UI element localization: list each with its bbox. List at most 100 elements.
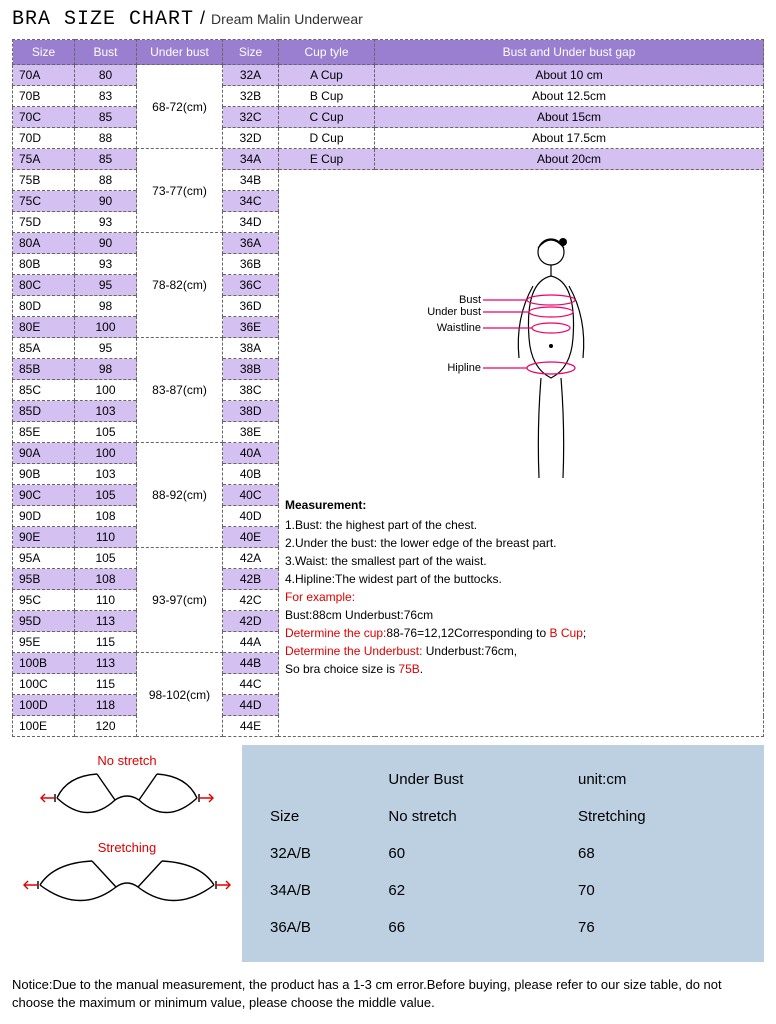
stretch-cell: 36A/B (262, 909, 380, 946)
cell-size2: 40E (223, 527, 279, 548)
stretch-cell: 70 (570, 872, 744, 909)
stretch-cell: 68 (570, 835, 744, 872)
stretch-cell: 62 (380, 872, 570, 909)
cell-bust: 105 (75, 485, 137, 506)
cell-size2: 32D (223, 128, 279, 149)
col-under: Under bust (137, 40, 223, 65)
main-table-wrap: Size Bust Under bust Size Cup tyle Bust … (0, 39, 776, 745)
cell-size2: 36A (223, 233, 279, 254)
cell-bust: 85 (75, 149, 137, 170)
cell-bust: 88 (75, 128, 137, 149)
cell-bust: 100 (75, 317, 137, 338)
table-row: 70B8332BB CupAbout 12.5cm (13, 86, 764, 107)
cell-size: 90D (13, 506, 75, 527)
no-stretch-block: No stretch (16, 753, 238, 834)
h-unit: unit:cm (570, 761, 744, 798)
cell-size: 80D (13, 296, 75, 317)
cell-bust: 83 (75, 86, 137, 107)
cell-size: 80C (13, 275, 75, 296)
table-row: 70A8068-72(cm)32AA CupAbout 10 cm (13, 65, 764, 86)
cell-size: 75D (13, 212, 75, 233)
cell-size: 95A (13, 548, 75, 569)
cell-bust: 110 (75, 527, 137, 548)
cell-size2: 42B (223, 569, 279, 590)
cell-size2: 40A (223, 443, 279, 464)
cell-underbust: 93-97(cm) (137, 548, 223, 653)
stretch-header-1: Under Bust unit:cm (262, 761, 744, 798)
cell-size: 100E (13, 716, 75, 737)
cell-size: 85D (13, 401, 75, 422)
cell-size: 80B (13, 254, 75, 275)
cell-size: 85A (13, 338, 75, 359)
cell-size2: 34A (223, 149, 279, 170)
cell-bust: 90 (75, 233, 137, 254)
stretch-table: Under Bust unit:cm Size No stretch Stret… (242, 745, 764, 962)
cell-size: 95E (13, 632, 75, 653)
cell-size: 70A (13, 65, 75, 86)
svg-text:Bust: Bust (459, 294, 481, 306)
cell-size2: 44C (223, 674, 279, 695)
cell-size: 85B (13, 359, 75, 380)
cell-size: 90E (13, 527, 75, 548)
cell-bust: 90 (75, 191, 137, 212)
cell-bust: 105 (75, 422, 137, 443)
cell-size2: 38E (223, 422, 279, 443)
h-nostretch: No stretch (380, 798, 570, 835)
stretch-cell: 66 (380, 909, 570, 946)
cell-cup: B Cup (279, 86, 375, 107)
cell-size: 100C (13, 674, 75, 695)
bottom-section: No stretch Stretching (0, 745, 776, 970)
svg-text:Waistline: Waistline (437, 322, 481, 334)
cell-size2: 34C (223, 191, 279, 212)
cell-size: 70C (13, 107, 75, 128)
col-cup: Cup tyle (279, 40, 375, 65)
cell-bust: 100 (75, 380, 137, 401)
stretch-cell: 32A/B (262, 835, 380, 872)
header-row: Size Bust Under bust Size Cup tyle Bust … (13, 40, 764, 65)
cell-underbust: 68-72(cm) (137, 65, 223, 149)
cell-size: 95D (13, 611, 75, 632)
cell-size: 100D (13, 695, 75, 716)
cell-cup: C Cup (279, 107, 375, 128)
cell-underbust: 83-87(cm) (137, 338, 223, 443)
col-gap: Bust and Under bust gap (375, 40, 764, 65)
cell-cup: D Cup (279, 128, 375, 149)
cell-size2: 34D (223, 212, 279, 233)
cell-gap: About 17.5cm (375, 128, 764, 149)
cell-size2: 42A (223, 548, 279, 569)
cell-bust: 108 (75, 569, 137, 590)
stretching-block: Stretching (16, 840, 238, 921)
cell-size2: 38A (223, 338, 279, 359)
no-stretch-label: No stretch (16, 753, 238, 768)
cell-size2: 44E (223, 716, 279, 737)
cell-size2: 40D (223, 506, 279, 527)
cell-underbust: 88-92(cm) (137, 443, 223, 548)
cell-bust: 118 (75, 695, 137, 716)
cell-bust: 85 (75, 107, 137, 128)
cell-underbust: 98-102(cm) (137, 653, 223, 737)
cell-size2: 40C (223, 485, 279, 506)
cell-bust: 93 (75, 212, 137, 233)
cell-size2: 36C (223, 275, 279, 296)
cell-bust: 88 (75, 170, 137, 191)
col-bust: Bust (75, 40, 137, 65)
stretch-row: 36A/B6676 (262, 909, 744, 946)
cell-size2: 36E (223, 317, 279, 338)
stretch-row: 32A/B6068 (262, 835, 744, 872)
col-size: Size (13, 40, 75, 65)
cell-size2: 38D (223, 401, 279, 422)
size-chart-table: Size Bust Under bust Size Cup tyle Bust … (12, 39, 764, 737)
table-row: 75B8834B Bust Under bust Wai (13, 170, 764, 191)
col-size2: Size (223, 40, 279, 65)
table-row: 75A8573-77(cm)34AE CupAbout 20cm (13, 149, 764, 170)
cell-cup: A Cup (279, 65, 375, 86)
cell-bust: 120 (75, 716, 137, 737)
cell-bust: 115 (75, 632, 137, 653)
cell-bust: 80 (75, 65, 137, 86)
cell-size2: 38C (223, 380, 279, 401)
cell-gap: About 15cm (375, 107, 764, 128)
cell-bust: 113 (75, 653, 137, 674)
cell-bust: 103 (75, 464, 137, 485)
cell-size: 80A (13, 233, 75, 254)
cell-bust: 115 (75, 674, 137, 695)
